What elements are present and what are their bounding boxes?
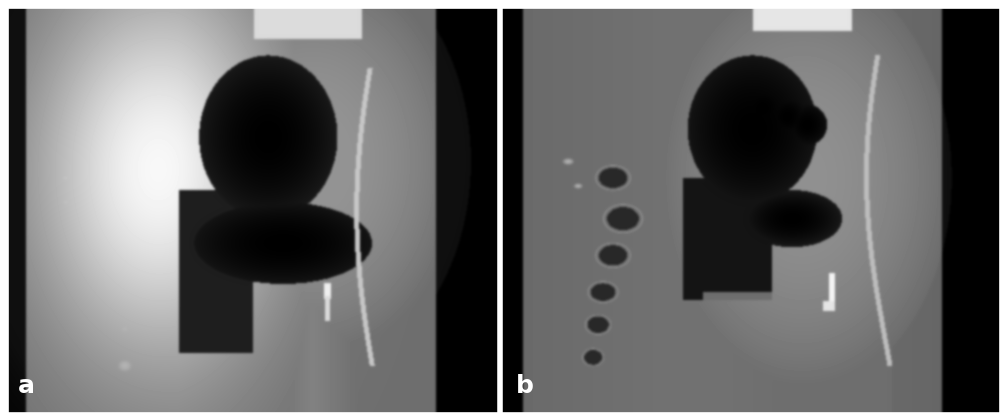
Text: b: b (516, 374, 534, 398)
Text: a: a (18, 374, 35, 398)
